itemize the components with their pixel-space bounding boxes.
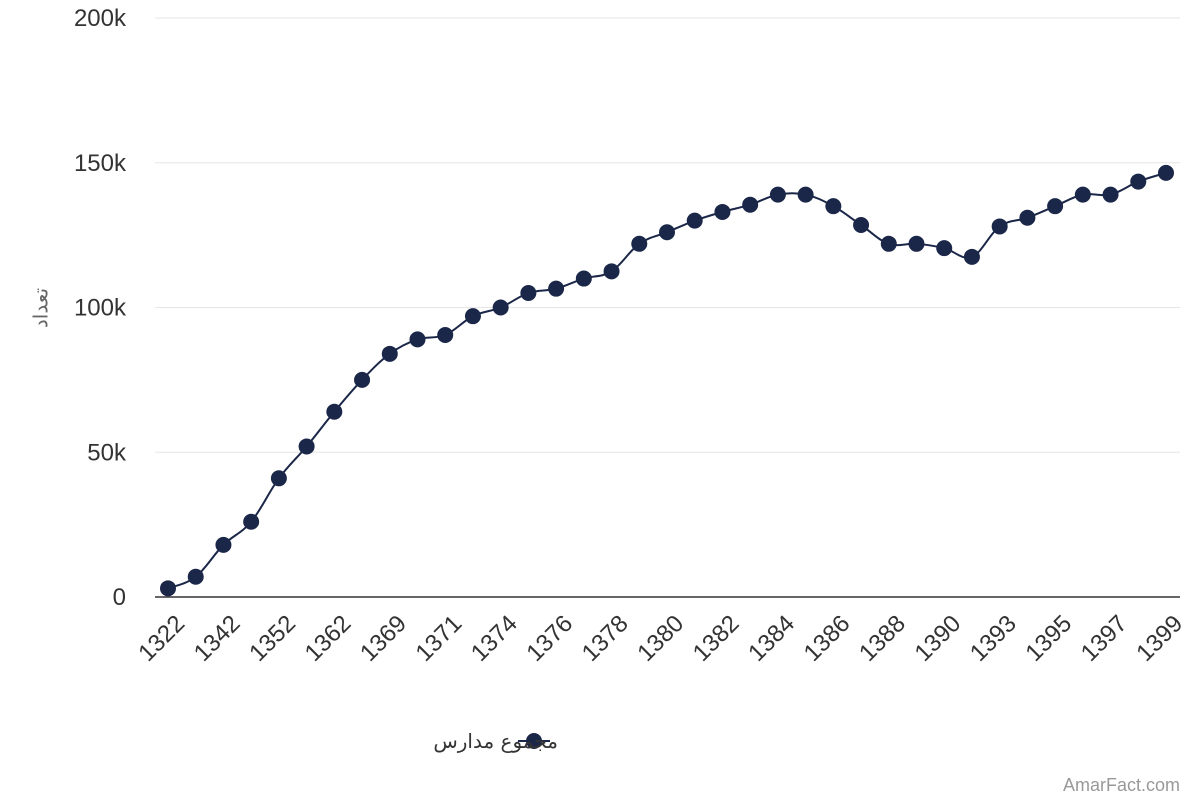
x-tick-label: 1399 — [1131, 610, 1188, 667]
data-point[interactable] — [298, 438, 315, 455]
x-tick-label: 1322 — [133, 610, 190, 667]
data-point[interactable] — [797, 186, 814, 203]
y-tick-label: 150k — [74, 150, 127, 177]
y-tick-label: 50k — [87, 439, 127, 466]
data-point[interactable] — [381, 345, 398, 362]
data-point[interactable] — [631, 235, 648, 252]
y-axis-title: تعداد — [29, 288, 53, 328]
data-point[interactable] — [464, 308, 481, 325]
x-tick-label: 1352 — [244, 610, 301, 667]
x-tick-label: 1374 — [466, 610, 523, 667]
legend-dot-marker — [526, 733, 542, 749]
data-point[interactable] — [825, 198, 842, 215]
data-point[interactable] — [215, 536, 232, 553]
data-point[interactable] — [1102, 186, 1119, 203]
data-point[interactable] — [769, 186, 786, 203]
data-point[interactable] — [1047, 198, 1064, 215]
data-point[interactable] — [714, 203, 731, 220]
x-tick-label: 1362 — [300, 610, 357, 667]
x-tick-label: 1382 — [688, 610, 745, 667]
data-point[interactable] — [1158, 164, 1174, 181]
data-point[interactable] — [187, 568, 204, 585]
x-tick-label: 1380 — [632, 610, 689, 667]
data-point[interactable] — [991, 218, 1008, 235]
x-tick-label: 1393 — [965, 610, 1022, 667]
y-tick-label: 0 — [113, 584, 126, 611]
x-tick-label: 1395 — [1020, 610, 1077, 667]
data-point[interactable] — [1019, 209, 1036, 226]
data-point[interactable] — [354, 371, 371, 388]
data-point[interactable] — [603, 263, 620, 280]
data-point[interactable] — [908, 235, 925, 252]
data-point[interactable] — [1130, 173, 1147, 190]
x-tick-label: 1397 — [1076, 610, 1133, 667]
data-point[interactable] — [853, 216, 870, 233]
data-point[interactable] — [575, 270, 592, 287]
gridlines — [155, 17, 1180, 598]
x-tick-label: 1390 — [909, 610, 966, 667]
x-tick-label: 1388 — [854, 610, 911, 667]
x-tick-label: 1376 — [521, 610, 578, 667]
x-tick-label: 1384 — [743, 610, 800, 667]
y-tick-label: 100k — [74, 295, 127, 322]
data-point[interactable] — [270, 470, 287, 487]
x-tick-label: 1378 — [577, 610, 634, 667]
data-point[interactable] — [548, 280, 565, 297]
x-tick-label: 1369 — [355, 610, 412, 667]
x-tick-label: 1342 — [189, 610, 246, 667]
x-tick-label: 1386 — [799, 610, 856, 667]
data-point[interactable] — [880, 235, 897, 252]
data-point[interactable] — [437, 327, 454, 344]
data-point[interactable] — [963, 248, 980, 265]
x-axis: 1322134213521362136913711374137613781380… — [133, 610, 1188, 667]
data-point[interactable] — [409, 331, 426, 348]
data-point[interactable] — [742, 196, 759, 213]
legend-series-label: مجموع مدارس — [433, 729, 558, 753]
data-point[interactable] — [492, 299, 509, 316]
x-tick-label: 1371 — [410, 610, 467, 667]
data-point[interactable] — [160, 580, 176, 597]
data-point[interactable] — [1074, 186, 1091, 203]
data-point[interactable] — [243, 513, 260, 530]
credit-link[interactable]: AmarFact.com — [1063, 775, 1180, 795]
series-school-total — [160, 164, 1174, 597]
legend[interactable]: مجموع مدارس — [433, 729, 558, 753]
data-point[interactable] — [520, 285, 537, 302]
y-tick-label: 200k — [74, 5, 127, 32]
y-axis: 0 50k 100k 150k 200k — [74, 5, 127, 611]
data-point[interactable] — [659, 224, 675, 241]
data-point[interactable] — [686, 212, 703, 229]
data-point[interactable] — [326, 403, 343, 420]
data-point[interactable] — [936, 240, 953, 257]
